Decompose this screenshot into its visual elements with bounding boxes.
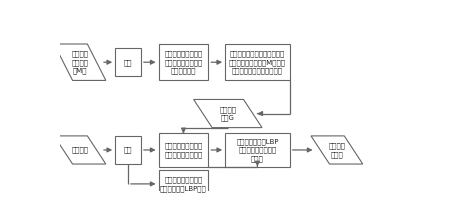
Text: 采样位置
矩阵G: 采样位置 矩阵G [219, 106, 236, 121]
Text: 利用图像在采样分布
上采样，利用采样点
影响采样分布: 利用图像在采样分布 上采样，利用采样点 影响采样分布 [164, 50, 202, 74]
Text: 不断重复学习采样位置，进而
学习采样分布，直至M幅图像
学习完，得到最终采样分布: 不断重复学习采样位置，进而 学习采样分布，直至M幅图像 学习完，得到最终采样分布 [228, 50, 285, 74]
FancyBboxPatch shape [158, 170, 208, 198]
Text: 求取图像内每个像素
点对应的自适应特征: 求取图像内每个像素 点对应的自适应特征 [164, 142, 202, 158]
Text: 将自适应特征与LBP
串联组合，得到统计
直方图: 将自适应特征与LBP 串联组合，得到统计 直方图 [236, 138, 278, 162]
FancyBboxPatch shape [225, 44, 289, 80]
Polygon shape [193, 100, 261, 128]
Polygon shape [54, 136, 106, 164]
Text: 测试图像: 测试图像 [71, 147, 88, 153]
Text: 训练集若
干图像，
设M幅: 训练集若 干图像， 设M幅 [71, 50, 88, 74]
Text: 滤波: 滤波 [123, 147, 132, 153]
Polygon shape [54, 44, 106, 80]
Text: 自适应纹
理特征: 自适应纹 理特征 [327, 142, 345, 158]
Text: 滤波: 滤波 [123, 59, 132, 66]
FancyBboxPatch shape [225, 133, 289, 166]
Polygon shape [310, 136, 362, 164]
FancyBboxPatch shape [115, 136, 141, 164]
FancyBboxPatch shape [115, 48, 141, 76]
FancyBboxPatch shape [158, 133, 208, 166]
Text: 求取图像内每个像素
点对应的普通LBP特征: 求取图像内每个像素 点对应的普通LBP特征 [160, 176, 207, 192]
FancyBboxPatch shape [158, 44, 208, 80]
